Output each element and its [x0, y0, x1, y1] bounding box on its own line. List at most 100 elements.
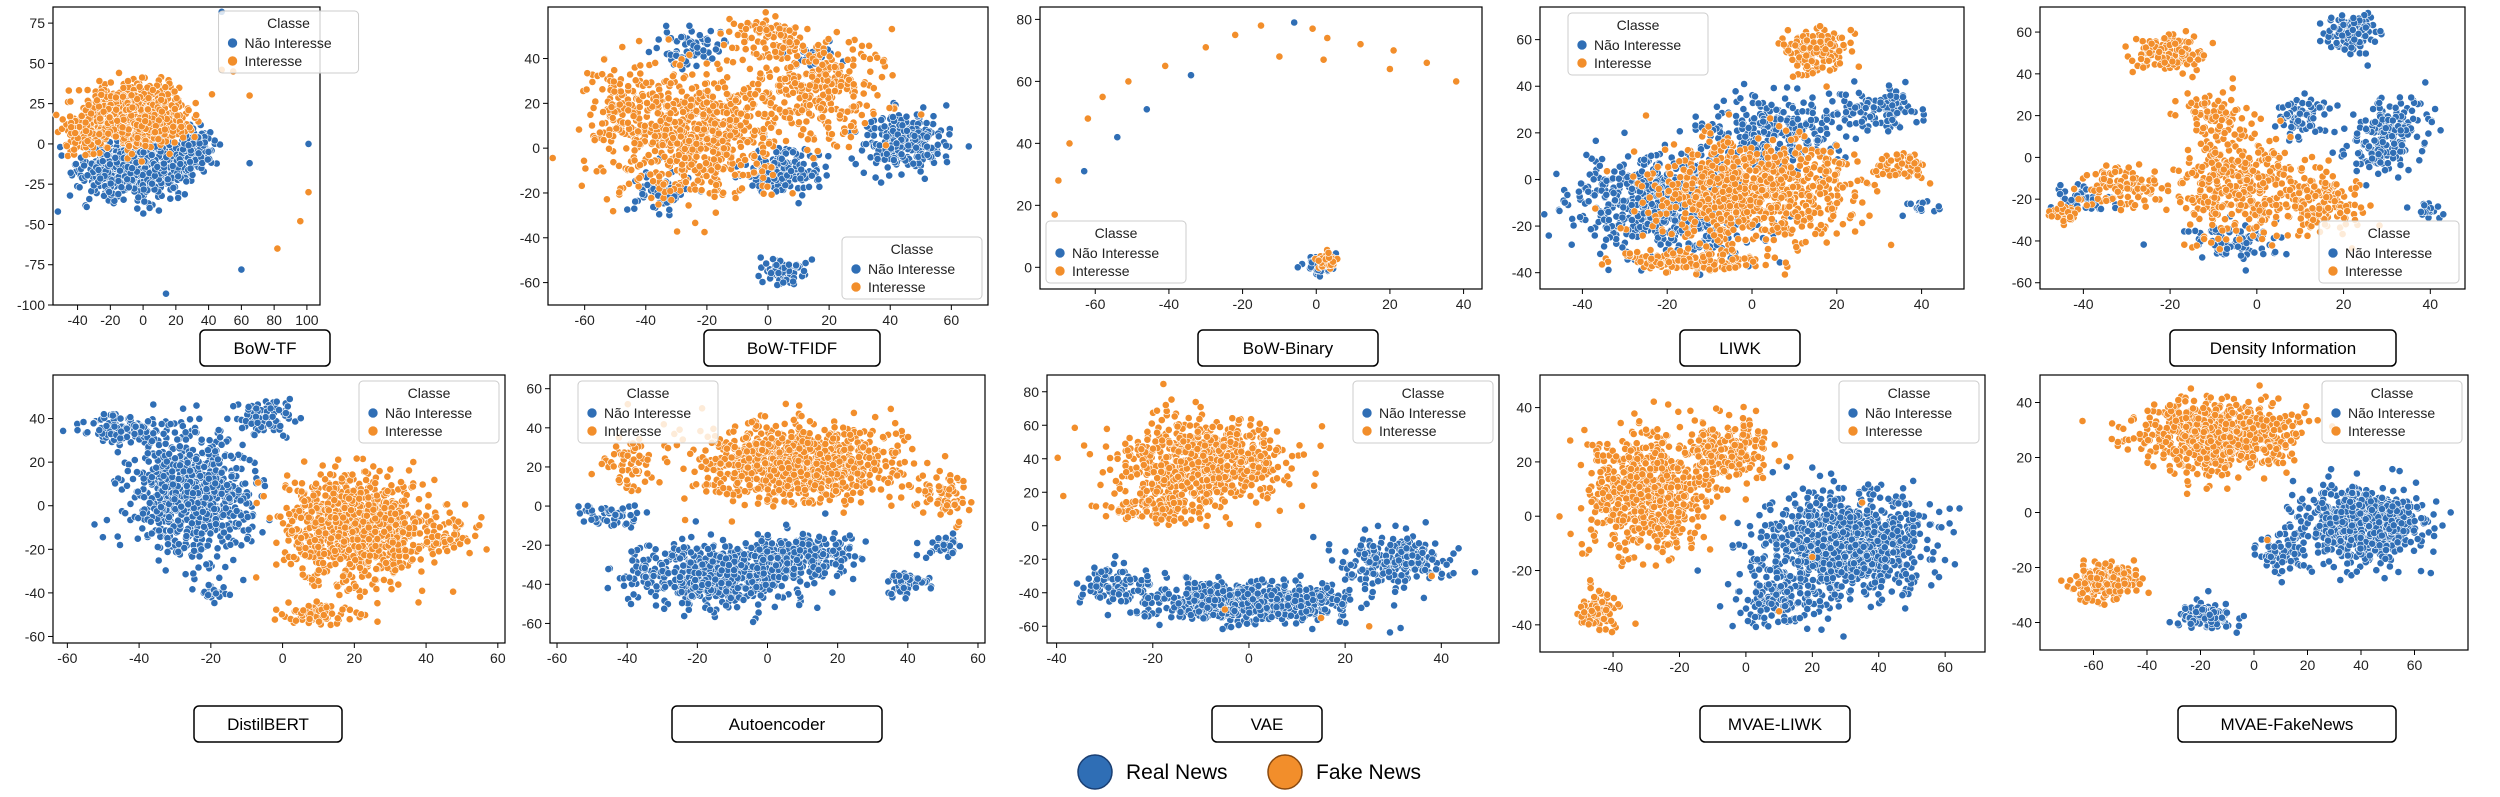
- legend-label: Não Interesse: [868, 261, 955, 277]
- point-nao-interesse: [678, 33, 685, 40]
- point-interesse: [636, 38, 643, 45]
- point-interesse: [605, 145, 612, 152]
- point-nao-interesse: [84, 172, 91, 179]
- point-nao-interesse: [1541, 211, 1548, 218]
- point-nao-interesse: [639, 190, 646, 197]
- point-nao-interesse: [910, 160, 917, 167]
- point-interesse: [178, 123, 185, 130]
- x-tick-label: 40: [882, 312, 898, 328]
- point-interesse: [634, 128, 641, 135]
- point-nao-interesse: [134, 205, 141, 212]
- point-interesse: [1232, 31, 1239, 38]
- point-nao-interesse: [1585, 198, 1592, 205]
- point-nao-interesse: [1739, 121, 1746, 128]
- point-interesse: [726, 116, 733, 123]
- point-interesse: [676, 62, 683, 69]
- point-interesse: [689, 71, 696, 78]
- point-nao-interesse: [946, 131, 953, 138]
- point-interesse: [849, 46, 856, 53]
- point-nao-interesse: [1590, 176, 1597, 183]
- point-interesse: [138, 158, 145, 165]
- point-interesse: [878, 74, 885, 81]
- point-nao-interesse: [1794, 116, 1801, 123]
- point-interesse: [664, 102, 671, 109]
- point-nao-interesse: [1569, 215, 1576, 222]
- point-nao-interesse: [934, 150, 941, 157]
- point-nao-interesse: [693, 62, 700, 69]
- point-interesse: [730, 20, 737, 27]
- point-interesse: [741, 32, 748, 39]
- x-tick-label: -20: [697, 312, 717, 328]
- point-nao-interesse: [1294, 264, 1301, 271]
- point-interesse: [776, 82, 783, 89]
- point-interesse: [741, 38, 748, 45]
- point-interesse: [625, 107, 632, 114]
- point-interesse: [668, 196, 675, 203]
- point-interesse: [593, 168, 600, 175]
- point-interesse: [124, 78, 131, 85]
- point-interesse: [802, 92, 809, 99]
- point-interesse: [804, 25, 811, 32]
- point-interesse: [191, 133, 198, 140]
- legend-bow-tfidf: ClasseNão InteresseInteresse: [842, 237, 982, 299]
- point-interesse: [841, 128, 848, 135]
- point-interesse: [192, 100, 199, 107]
- point-interesse: [1276, 53, 1283, 60]
- point-interesse: [78, 113, 85, 120]
- point-interesse: [828, 106, 835, 113]
- point-interesse: [208, 91, 215, 98]
- point-interesse: [703, 60, 710, 67]
- legend-title: Classe: [891, 241, 934, 257]
- point-interesse: [139, 74, 146, 81]
- chart-bow-tf: -40-20020406080100-100-75-50-250255075Cl…: [17, 7, 359, 366]
- point-nao-interesse: [1143, 106, 1150, 113]
- point-nao-interesse: [67, 169, 74, 176]
- point-interesse: [850, 62, 857, 69]
- point-nao-interesse: [785, 261, 792, 268]
- point-nao-interesse: [874, 155, 881, 162]
- point-interesse: [616, 189, 623, 196]
- point-nao-interesse: [187, 165, 194, 172]
- point-nao-interesse: [1657, 241, 1664, 248]
- point-nao-interesse: [1616, 163, 1623, 170]
- point-interesse: [151, 129, 158, 136]
- point-nao-interesse: [155, 207, 162, 214]
- point-nao-interesse: [1629, 233, 1636, 240]
- legend-label: Interesse: [1072, 263, 1130, 279]
- point-interesse: [631, 140, 638, 147]
- y-tick-label: 80: [1016, 11, 1032, 27]
- point-interesse: [193, 112, 200, 119]
- point-nao-interesse: [305, 140, 312, 147]
- point-nao-interesse: [1741, 80, 1748, 87]
- point-nao-interesse: [1556, 207, 1563, 214]
- point-interesse: [819, 61, 826, 68]
- point-nao-interesse: [1800, 99, 1807, 106]
- point-nao-interesse: [1114, 134, 1121, 141]
- point-nao-interesse: [1825, 90, 1832, 97]
- point-interesse: [766, 73, 773, 80]
- point-interesse: [850, 81, 857, 88]
- point-interesse: [762, 9, 769, 16]
- point-interesse: [726, 28, 733, 35]
- point-nao-interesse: [1789, 104, 1796, 111]
- point-nao-interesse: [246, 160, 253, 167]
- point-nao-interesse: [759, 278, 766, 285]
- point-interesse: [166, 150, 173, 157]
- point-interesse: [806, 82, 813, 89]
- point-interesse: [636, 104, 643, 111]
- point-nao-interesse: [1592, 137, 1599, 144]
- y-tick-label: -20: [520, 185, 540, 201]
- point-nao-interesse: [1823, 107, 1830, 114]
- point-nao-interesse: [141, 198, 148, 205]
- point-nao-interesse: [120, 196, 127, 203]
- point-nao-interesse: [1604, 225, 1611, 232]
- y-tick-label: 20: [524, 95, 540, 111]
- y-tick-label: -50: [25, 216, 45, 232]
- point-interesse: [185, 107, 192, 114]
- point-interesse: [155, 136, 162, 143]
- point-nao-interesse: [1836, 124, 1843, 131]
- point-interesse: [858, 42, 865, 49]
- point-interesse: [798, 107, 805, 114]
- point-nao-interesse: [1807, 116, 1814, 123]
- point-interesse: [648, 194, 655, 201]
